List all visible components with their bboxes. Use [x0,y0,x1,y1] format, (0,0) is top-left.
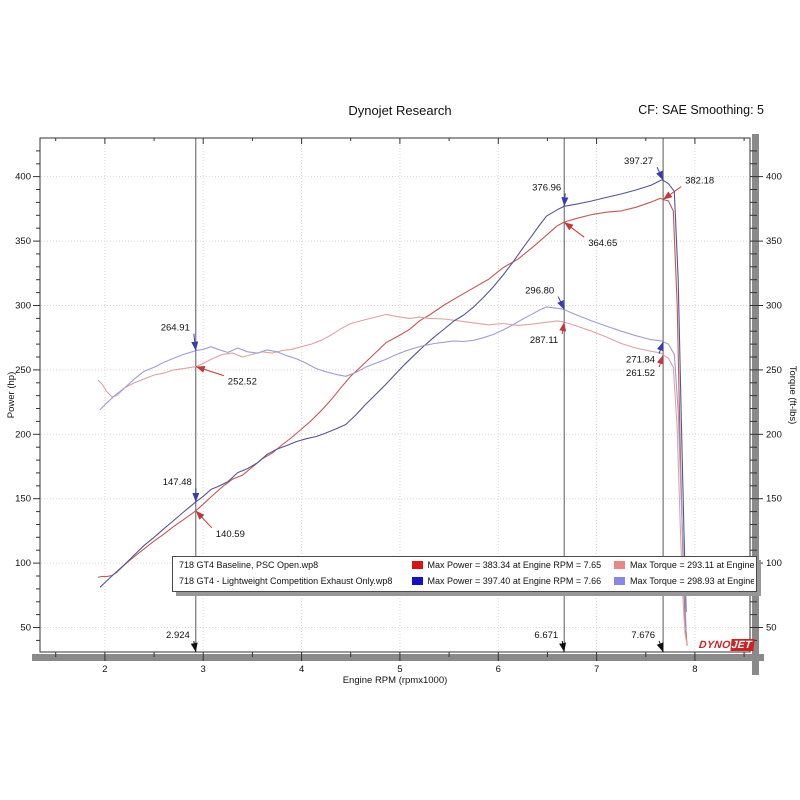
value-callout-arrow [561,193,569,207]
y-tick-label-right: 350 [766,236,782,247]
value-callout-arrow [656,166,664,181]
value-callout-arrow [195,510,213,529]
dynojet-logo-jet-text: JET [729,639,755,651]
y-tick-label-left: 350 [15,236,31,247]
y-tick-label-right: 100 [766,558,782,569]
value-callout-label: 364.65 [588,238,617,249]
legend-row-exhaust[interactable]: 718 GT4 - Lightweight Competition Exhaus… [173,573,756,589]
cursor-rpm-callout-label: 2.924 [166,630,190,641]
x-axis-title: Engine RPM (rpmx1000) [343,675,448,686]
right-bezel-bar [752,134,759,675]
y-tick-label-left: 200 [15,429,31,440]
y-tick-label-left: 300 [15,301,31,312]
y-tick-label-right: 200 [766,429,782,440]
value-callout-label: 264.91 [161,323,190,334]
max-power-group: Max Power = 383.34 at Engine RPM = 7.65 [411,557,612,573]
correction-smoothing-label: CF: SAE Smoothing: 5 [638,103,764,117]
value-callout-arrow [559,322,567,335]
value-callout-arrow [662,186,682,201]
cursor-rpm-callout-arrow [190,640,198,653]
x-tick-label: 7 [594,664,599,675]
cursor-rpm-callout-label: 6.671 [534,630,558,641]
legend-row-baseline[interactable]: 718 GT4 Baseline, PSC Open.wp8 Max Power… [173,557,756,573]
y-tick-label-right: 150 [766,494,782,505]
y-axis-title-left: Power (hp) [6,372,17,418]
y-tick-label-left: 150 [15,494,31,505]
torque-swatch-periwinkle-icon [614,577,626,585]
max-torque-label: Max Torque = 293.11 at Engine RPM = 4.86 [630,560,755,570]
cursor-rpm-callout-arrow [559,640,567,653]
y-tick-label-right: 50 [766,623,777,634]
curve-baseline_torque [97,313,688,645]
dynojet-logo: DYNOJET [698,639,755,651]
y-tick-label-left: 100 [15,558,31,569]
value-callout-arrow [563,221,585,238]
value-callout-label: 147.48 [163,477,192,488]
x-tick-label: 2 [102,664,107,675]
plot-frame [39,137,751,653]
value-callout-label: 271.84 [626,355,655,366]
value-callout-arrow [557,296,565,310]
power-swatch-blue-icon [411,577,423,585]
y-tick-label-right: 300 [766,301,782,312]
value-callout-arrow [656,341,664,354]
x-tick-label: 6 [496,664,501,675]
max-torque-group: Max Torque = 293.11 at Engine RPM = 4.86 [614,557,754,573]
curve-baseline_power [97,197,688,646]
cursor-rpm-callout-label: 7.676 [631,630,655,641]
value-callout-label: 296.80 [525,286,554,297]
run-name-label: 718 GT4 Baseline, PSC Open.wp8 [179,560,319,570]
curve-exhaust_power [99,179,687,613]
dynojet-logo-dyno-text: DYNO [698,639,732,651]
y-tick-label-left: 250 [15,365,31,376]
cursor-rpm-callout-arrow [656,640,664,653]
max-power-label: Max Power = 383.34 at Engine RPM = 7.65 [427,560,602,570]
y-tick-label-right: 250 [766,365,782,376]
x-tick-label: 8 [692,664,697,675]
y-tick-label-right: 400 [766,172,782,183]
value-callout-label: 376.96 [532,182,561,193]
power-swatch-red-icon [411,561,423,569]
y-tick-label-left: 400 [15,172,31,183]
runs-legend: 718 GT4 Baseline, PSC Open.wp8 Max Power… [172,556,757,592]
torque-swatch-salmon-icon [614,561,626,569]
curve-exhaust_torque [99,306,687,631]
value-callout-label: 252.52 [228,377,257,388]
value-callout-arrow [191,333,199,351]
value-callout-arrow [656,354,664,368]
value-callout-label: 287.11 [530,335,558,346]
value-callout-label: 382.18 [685,176,714,187]
y-axis-title-right: Torque (ft-lbs) [787,366,798,425]
x-tick-label: 4 [299,664,304,675]
value-callout-label: 261.52 [626,368,655,379]
run-name-label: 718 GT4 - Lightweight Competition Exhaus… [179,576,393,586]
x-tick-label: 3 [201,664,206,675]
y-tick-label-left: 50 [20,623,31,634]
value-callout-label: 140.59 [216,529,245,540]
chart-title: Dynojet Research [348,103,452,118]
value-callout-arrow [195,366,224,377]
max-power-label: Max Power = 397.40 at Engine RPM = 7.66 [427,576,602,586]
x-tick-label: 5 [397,664,402,675]
max-torque-group: Max Torque = 298.93 at Engine RPM = 6.49 [614,573,754,589]
max-power-group: Max Power = 397.40 at Engine RPM = 7.66 [411,573,612,589]
max-torque-label: Max Torque = 298.93 at Engine RPM = 6.49 [630,576,755,586]
bottom-bezel-bar [32,654,764,661]
value-callout-label: 397.27 [624,156,653,167]
